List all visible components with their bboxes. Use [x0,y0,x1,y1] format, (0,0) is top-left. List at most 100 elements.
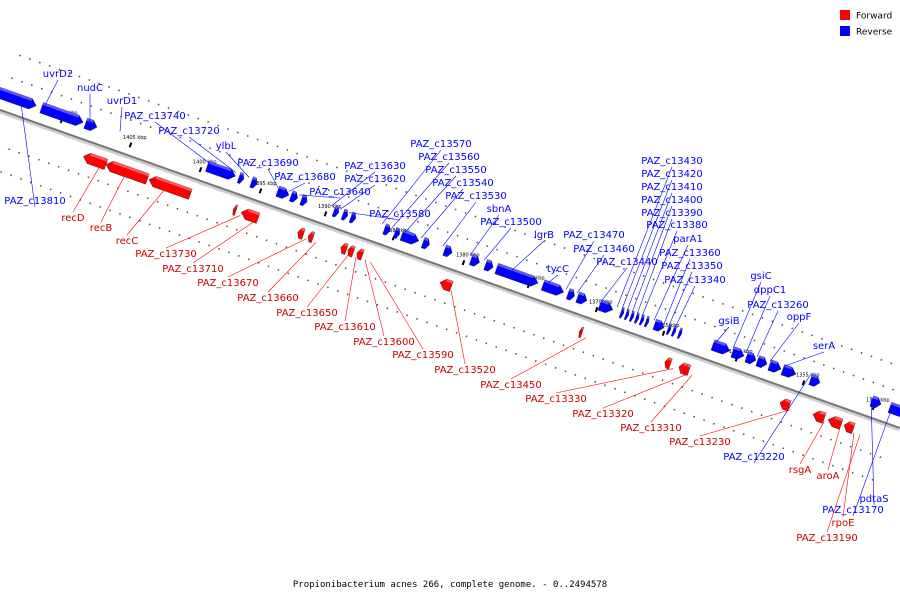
gene-label-forward: PAZ_c13730 [135,249,196,260]
leader-line [650,375,693,423]
leader-line [469,214,500,256]
gene-label-reverse: gsiC [750,271,771,282]
leader-line [404,175,457,233]
gene-label-reverse: PAZ_c13350 [661,261,722,272]
PAZ_c13650-gene-arrow [340,242,349,255]
gene-label-forward: recD [61,213,85,224]
rpoE-gene-arrow [843,421,856,434]
PAZ_c13720-gene-arrow [236,172,244,184]
gsiC-gene-arrow [730,346,745,360]
gene-label-reverse: PAZ_c13550 [425,165,486,176]
gene-label-forward: PAZ_c13320 [572,409,633,420]
leader-line [483,227,512,261]
PAZ_c13600-gene-arrow [356,248,365,261]
tick-label: 1400 kbp [193,160,217,166]
tick-label: 1390 kbp [318,204,342,210]
leader-line [653,244,689,321]
leader-line [732,281,762,349]
PAZ_c13730-gene-arrow [232,204,239,216]
ylbL-gene-highlight [252,176,257,181]
PAZ_c13710-gene-highlight [247,209,260,216]
gene-label-forward: PAZ_c13670 [197,278,258,289]
leader-line [381,149,442,225]
gene-label-forward: PAZ_c13650 [276,308,337,319]
gene-label-reverse: PAZ_c13500 [480,217,541,228]
PAZ_c13530-gene-arrow [442,244,453,258]
gene-label-reverse: PAZ_c13420 [641,169,702,180]
oppF-gene-highlight [770,359,778,365]
gene-label-forward: PAZ_c13520 [434,365,495,376]
leader-line [511,240,545,271]
PAZ_c13610-gene-highlight [351,245,356,249]
gene-label-reverse: dppC1 [754,285,786,296]
PAZ_c13740-gene-arrow [205,160,236,180]
gene-label-reverse: PAZ_c13220 [723,452,784,463]
gene-label-reverse: PAZ_c13380 [646,220,707,231]
gene-label-reverse: PAZ_c13810 [4,196,65,207]
PAZ_c13680-gene-arrow [288,190,298,203]
leader-line [621,179,673,310]
PAZ_c13390-gene-arrow [638,314,645,326]
gsiB-gene-arrow [710,339,731,355]
gene-label-reverse: PAZ_c13680 [274,172,335,183]
gene-label-reverse: uvrD1 [107,96,137,107]
gene-label-reverse: PAZ_c13640 [309,187,370,198]
serA-gene-arrow [780,364,797,378]
nudC-gene-arrow [83,117,98,131]
PAZ_c13560-gene-arrow [392,227,400,239]
leader-line [330,171,376,207]
leader-line [602,373,689,409]
reverse-legend-swatch [840,26,850,36]
lgrB-gene-arrow [494,263,539,287]
leader-line [799,421,825,465]
tick-label: 1355 kbp [796,373,820,379]
rsgA-gene-arrow [812,410,827,424]
PAZ_c13520-gene-arrow [439,278,454,292]
leader-line [298,194,341,199]
leader-line [668,271,693,326]
leader-line [555,368,674,394]
gene-label-reverse: PAZ_c13390 [641,208,702,219]
PAZ_c13220-gene-arrow [808,374,821,387]
gene-label-reverse: PAZ_c13560 [418,152,479,163]
PAZ_c13340-gene-highlight [679,327,683,331]
gene-label-forward: PAZ_c13600 [353,337,414,348]
leader-line [641,230,678,317]
leader-line [600,267,628,302]
PAZ_c13690-gene-arrow [275,185,290,199]
rpoE-gene-highlight [849,421,856,426]
PAZ_c13450-gene-highlight [581,326,584,330]
leader-line [119,106,123,132]
leader-line [756,310,779,357]
gene-label-reverse: PAZ_c13340 [664,275,725,286]
PAZ_c13340-gene-arrow [676,327,683,339]
leader-line [344,256,357,322]
map-caption: Propionibacterium acnes 266, complete ge… [293,580,607,590]
PAZ_c13260-gene-highlight [758,355,765,360]
uvrD2-gene-highlight [0,87,33,101]
recB-gene-arrow [105,160,150,185]
parA1-gene-arrow [652,318,665,332]
lgrB-gene-highlight [497,263,535,279]
PAZ_c13380-gene-arrow [643,315,650,328]
gene-label-reverse: PAZ_c13530 [445,191,506,202]
forward-legend-swatch [840,10,850,20]
PAZ_c13410-gene-arrow [628,310,635,322]
PAZ_c13530-gene-highlight [445,244,451,249]
leader-line [288,182,306,192]
PAZ_c13620-gene-highlight [344,209,348,213]
tick-mark [198,167,203,173]
tick-label: 1380 kbp [456,253,480,259]
gene-label-forward: PAZ_c13710 [162,264,223,275]
leader-line [769,322,800,362]
PAZ_c13450-gene-arrow [578,326,585,339]
gene-label-reverse: PAZ_c13260 [747,300,808,311]
gene-label-forward: PAZ_c13590 [392,350,453,361]
gene-label-reverse: tycC [547,264,569,275]
tycC-gene-highlight [544,279,560,288]
leader-line [715,326,730,343]
PAZ_c13310-gene-highlight [687,364,691,368]
PAZ_c13540-gene-arrow [420,237,430,250]
sbnA-gene-highlight [472,254,478,259]
